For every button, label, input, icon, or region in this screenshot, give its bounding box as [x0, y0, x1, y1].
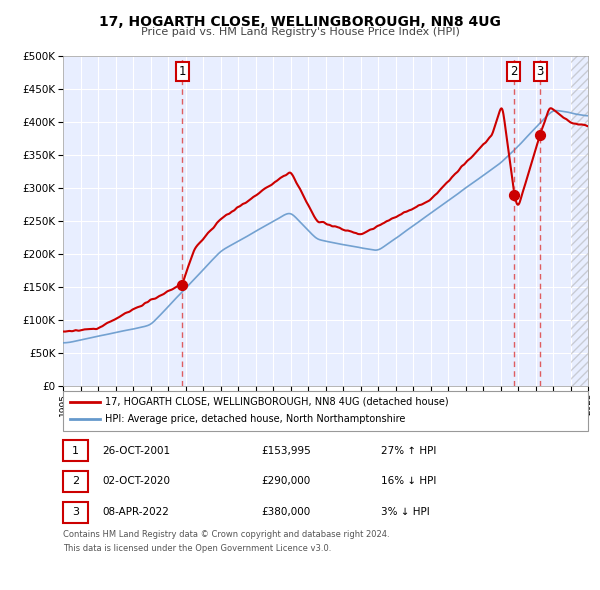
Text: 27% ↑ HPI: 27% ↑ HPI	[381, 446, 436, 455]
Text: 16% ↓ HPI: 16% ↓ HPI	[381, 477, 436, 486]
Text: £380,000: £380,000	[261, 507, 310, 517]
Text: 17, HOGARTH CLOSE, WELLINGBOROUGH, NN8 4UG: 17, HOGARTH CLOSE, WELLINGBOROUGH, NN8 4…	[99, 15, 501, 29]
Text: £153,995: £153,995	[261, 446, 311, 455]
Text: 2: 2	[510, 65, 517, 78]
Point	[535, 130, 545, 140]
Text: HPI: Average price, detached house, North Northamptonshire: HPI: Average price, detached house, Nort…	[105, 414, 406, 424]
Text: 3% ↓ HPI: 3% ↓ HPI	[381, 507, 430, 517]
Text: 17, HOGARTH CLOSE, WELLINGBOROUGH, NN8 4UG (detached house): 17, HOGARTH CLOSE, WELLINGBOROUGH, NN8 4…	[105, 397, 449, 407]
Text: Price paid vs. HM Land Registry's House Price Index (HPI): Price paid vs. HM Land Registry's House …	[140, 27, 460, 37]
Text: 3: 3	[536, 65, 544, 78]
Text: 1: 1	[179, 65, 186, 78]
Bar	[571, 56, 588, 386]
Text: 08-APR-2022: 08-APR-2022	[102, 507, 169, 517]
Point	[509, 190, 518, 199]
Text: £290,000: £290,000	[261, 477, 310, 486]
Text: Contains HM Land Registry data © Crown copyright and database right 2024.
This d: Contains HM Land Registry data © Crown c…	[63, 530, 389, 553]
Text: 1: 1	[72, 446, 79, 455]
Point	[178, 280, 187, 290]
Text: 02-OCT-2020: 02-OCT-2020	[102, 477, 170, 486]
Text: 3: 3	[72, 507, 79, 517]
Text: 26-OCT-2001: 26-OCT-2001	[102, 446, 170, 455]
Text: 2: 2	[72, 477, 79, 486]
